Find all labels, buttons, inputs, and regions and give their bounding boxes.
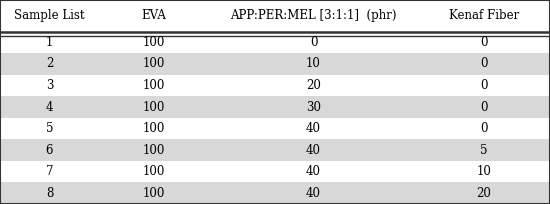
- Bar: [418, 32, 550, 53]
- Bar: [0, 139, 99, 161]
- Bar: [209, 139, 418, 161]
- Text: 2: 2: [46, 58, 53, 70]
- Text: Sample List: Sample List: [14, 9, 85, 22]
- Bar: [418, 182, 550, 204]
- Text: Kenaf Fiber: Kenaf Fiber: [449, 9, 519, 22]
- Bar: [209, 32, 418, 53]
- Text: 20: 20: [306, 79, 321, 92]
- Text: 1: 1: [46, 36, 53, 49]
- Text: 100: 100: [143, 122, 165, 135]
- Bar: [99, 139, 209, 161]
- Bar: [209, 182, 418, 204]
- Bar: [209, 118, 418, 139]
- Bar: [0, 75, 99, 96]
- Bar: [99, 96, 209, 118]
- Text: 6: 6: [46, 144, 53, 157]
- Bar: [209, 161, 418, 182]
- Bar: [99, 75, 209, 96]
- Bar: [99, 53, 209, 75]
- Text: 0: 0: [480, 58, 488, 70]
- Bar: [209, 75, 418, 96]
- Text: 100: 100: [143, 58, 165, 70]
- Text: 7: 7: [46, 165, 53, 178]
- Text: 40: 40: [306, 187, 321, 200]
- Bar: [0, 118, 99, 139]
- Bar: [99, 182, 209, 204]
- Bar: [99, 0, 209, 32]
- Text: 10: 10: [476, 165, 492, 178]
- Bar: [418, 118, 550, 139]
- Bar: [0, 0, 99, 32]
- Text: 8: 8: [46, 187, 53, 200]
- Text: 40: 40: [306, 144, 321, 157]
- Text: 40: 40: [306, 165, 321, 178]
- Bar: [0, 96, 99, 118]
- Text: 100: 100: [143, 144, 165, 157]
- Bar: [0, 53, 99, 75]
- Text: 30: 30: [306, 101, 321, 114]
- Text: 0: 0: [480, 79, 488, 92]
- Bar: [0, 32, 99, 53]
- Text: EVA: EVA: [141, 9, 167, 22]
- Bar: [418, 75, 550, 96]
- Bar: [418, 96, 550, 118]
- Text: 0: 0: [480, 101, 488, 114]
- Text: 5: 5: [46, 122, 53, 135]
- Bar: [418, 161, 550, 182]
- Text: 4: 4: [46, 101, 53, 114]
- Bar: [209, 53, 418, 75]
- Text: 100: 100: [143, 101, 165, 114]
- Bar: [418, 53, 550, 75]
- Bar: [418, 0, 550, 32]
- Text: 40: 40: [306, 122, 321, 135]
- Text: 100: 100: [143, 165, 165, 178]
- Text: 100: 100: [143, 79, 165, 92]
- Text: 0: 0: [480, 36, 488, 49]
- Text: 20: 20: [476, 187, 492, 200]
- Text: 10: 10: [306, 58, 321, 70]
- Text: 5: 5: [480, 144, 488, 157]
- Bar: [99, 32, 209, 53]
- Bar: [99, 161, 209, 182]
- Text: 0: 0: [310, 36, 317, 49]
- Bar: [209, 96, 418, 118]
- Bar: [209, 0, 418, 32]
- Text: APP:PER:MEL [3:1:1]  (phr): APP:PER:MEL [3:1:1] (phr): [230, 9, 397, 22]
- Text: 3: 3: [46, 79, 53, 92]
- Text: 100: 100: [143, 36, 165, 49]
- Text: 100: 100: [143, 187, 165, 200]
- Bar: [0, 161, 99, 182]
- Bar: [0, 182, 99, 204]
- Bar: [418, 139, 550, 161]
- Text: 0: 0: [480, 122, 488, 135]
- Bar: [99, 118, 209, 139]
